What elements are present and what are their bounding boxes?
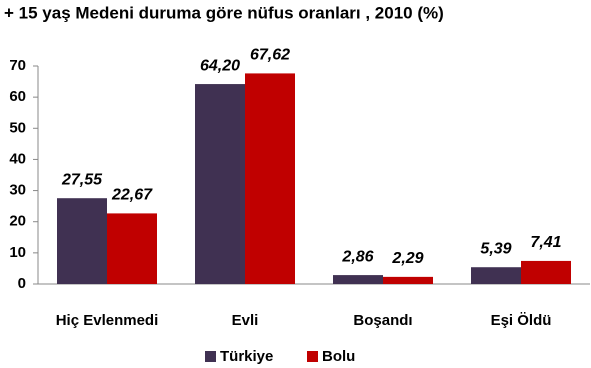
value-label: 64,20 — [200, 57, 240, 74]
x-tick-label: Evli — [232, 312, 259, 329]
y-tick-label: 60 — [9, 88, 26, 105]
bar — [195, 84, 245, 284]
bar — [107, 213, 157, 284]
x-tick-label: Hiç Evlenmedi — [56, 312, 159, 329]
bar — [383, 276, 433, 284]
y-tick-label: 70 — [9, 57, 26, 74]
bar — [333, 275, 383, 284]
legend-swatch — [307, 351, 318, 362]
legend-label: Türkiye — [220, 348, 273, 365]
y-tick-label: 50 — [9, 119, 26, 136]
value-label: 7,41 — [530, 234, 561, 251]
y-tick-label: 30 — [9, 182, 26, 199]
legend-swatch — [205, 351, 216, 362]
y-tick-label: 10 — [9, 244, 26, 261]
bar — [521, 260, 571, 284]
legend-label: Bolu — [322, 348, 355, 365]
value-label: 27,55 — [61, 171, 103, 188]
y-tick-label: 20 — [9, 213, 26, 230]
value-label: 5,39 — [480, 240, 511, 257]
y-tick-label: 40 — [9, 150, 26, 167]
bar — [245, 73, 295, 284]
bar — [471, 267, 521, 284]
y-tick-label: 0 — [18, 275, 26, 292]
bar — [57, 198, 107, 284]
value-label: 22,67 — [111, 187, 153, 204]
value-label: 2,86 — [341, 248, 373, 265]
value-label: 67,62 — [250, 47, 290, 64]
chart-title: + 15 yaş Medeni duruma göre nüfus oranla… — [4, 3, 444, 22]
value-label: 2,29 — [391, 250, 423, 267]
x-tick-label: Boşandı — [353, 312, 412, 329]
x-tick-label: Eşi Öldü — [491, 312, 552, 329]
